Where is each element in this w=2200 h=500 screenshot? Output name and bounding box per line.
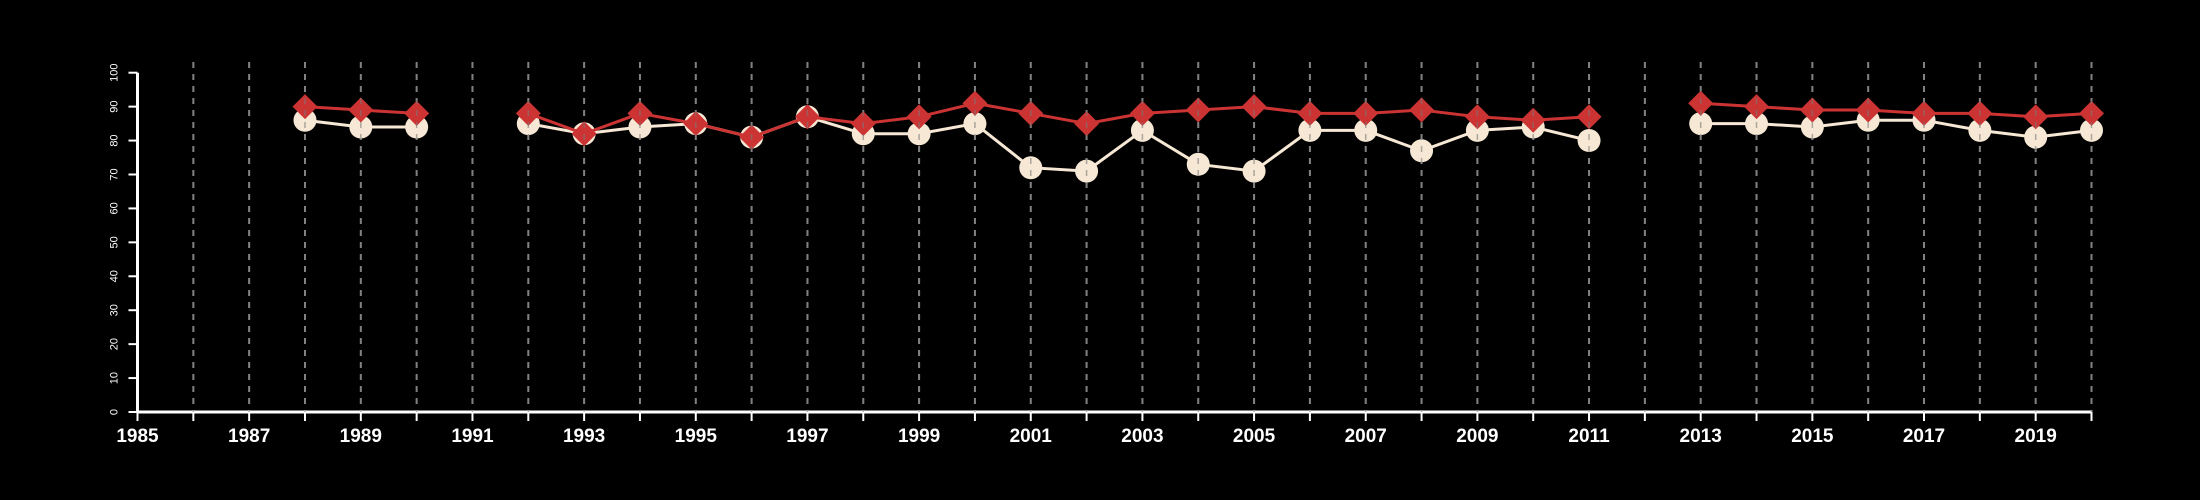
data-point-diamond bbox=[571, 121, 597, 147]
series-red-diamonds bbox=[292, 90, 2104, 150]
data-point-diamond bbox=[2023, 104, 2049, 130]
data-point-circle bbox=[1968, 118, 1992, 142]
data-point-diamond bbox=[794, 104, 820, 130]
x-tick-label: 1987 bbox=[228, 426, 270, 447]
x-tick-label: 2013 bbox=[1680, 426, 1722, 447]
x-tick-label: 2007 bbox=[1345, 426, 1387, 447]
data-point-diamond bbox=[1576, 104, 1602, 130]
x-tick-label: 2001 bbox=[1010, 426, 1053, 447]
data-point-circle bbox=[1354, 118, 1378, 142]
x-tick-label: 2011 bbox=[1568, 426, 1610, 447]
x-tick-label: 2017 bbox=[1903, 426, 1945, 447]
x-tick-label: 2019 bbox=[2015, 426, 2057, 447]
y-tick-label: 40 bbox=[109, 270, 121, 282]
data-point-circle bbox=[1577, 129, 1601, 153]
data-point-circle bbox=[1465, 118, 1489, 142]
y-tick-label: 60 bbox=[109, 202, 121, 214]
data-point-circle bbox=[2080, 118, 2103, 142]
data-point-diamond bbox=[906, 104, 932, 130]
data-point-circle bbox=[1019, 156, 1043, 180]
x-tick-label: 1995 bbox=[675, 426, 718, 447]
x-tick-label: 2015 bbox=[1791, 426, 1834, 447]
x-tick-label: 2009 bbox=[1456, 426, 1498, 447]
data-point-diamond bbox=[1464, 104, 1490, 130]
series-layer bbox=[192, 62, 2104, 412]
data-point-diamond bbox=[1520, 107, 1546, 133]
x-tick-label: 2005 bbox=[1233, 426, 1276, 447]
x-tick-label: 1991 bbox=[451, 426, 494, 447]
x-tick-label: 1993 bbox=[563, 426, 605, 447]
x-tick-label: 1985 bbox=[116, 426, 159, 447]
y-tick-label: 100 bbox=[109, 64, 121, 82]
data-point-circle bbox=[1130, 118, 1154, 142]
y-tick-label: 30 bbox=[109, 304, 121, 316]
data-point-circle bbox=[1186, 152, 1210, 176]
data-point-circle bbox=[907, 122, 931, 146]
x-tick-label: 2003 bbox=[1121, 426, 1163, 447]
y-tick-label: 80 bbox=[109, 134, 121, 146]
x-tick-label: 1997 bbox=[786, 426, 828, 447]
data-point-circle bbox=[293, 108, 317, 132]
x-tick-label: 1999 bbox=[898, 426, 940, 447]
y-tick-label: 20 bbox=[109, 338, 121, 350]
data-point-diamond bbox=[1744, 94, 1770, 120]
data-point-diamond bbox=[292, 94, 318, 120]
y-tick-label: 50 bbox=[109, 236, 121, 248]
axes: 1985 1987 1989 1991 1993 1995 1997 1999 2001 2003… bbox=[109, 64, 2093, 447]
data-point-circle bbox=[1298, 118, 1322, 142]
x-tick-label: 1989 bbox=[340, 426, 382, 447]
y-tick-label: 90 bbox=[109, 101, 121, 113]
y-tick-label: 0 bbox=[109, 409, 121, 415]
data-point-diamond bbox=[1241, 94, 1267, 120]
y-tick-label: 70 bbox=[109, 168, 121, 180]
y-tick-label: 10 bbox=[109, 372, 121, 384]
